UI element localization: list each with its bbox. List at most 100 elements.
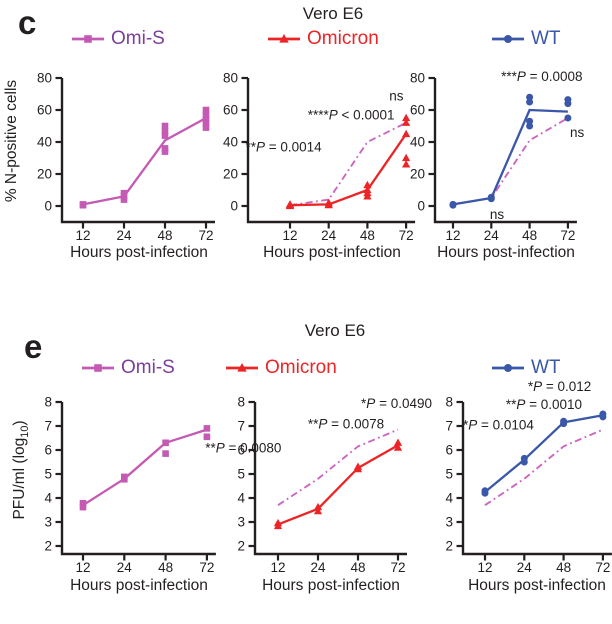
svg-text:***P = 0.0008: ***P = 0.0008 — [501, 69, 582, 84]
legend-omi-s-panel-e: Omi-S — [80, 357, 175, 379]
svg-text:60: 60 — [37, 103, 52, 118]
svg-text:ns: ns — [570, 125, 585, 140]
wt-legend-marker-icon — [492, 363, 524, 373]
svg-text:2: 2 — [44, 539, 52, 554]
svg-text:72: 72 — [390, 560, 405, 575]
panel-e-title: Vero E6 — [304, 321, 366, 340]
svg-text:7: 7 — [237, 419, 245, 434]
svg-text:72: 72 — [399, 228, 414, 243]
svg-text:40: 40 — [410, 135, 425, 150]
legend-omicron-panel-c: Omicron — [266, 28, 379, 50]
svg-text:12: 12 — [75, 228, 90, 243]
svg-text:12: 12 — [477, 560, 492, 575]
svg-text:3: 3 — [44, 515, 52, 530]
x-axis-title-c3: Hours post-infection — [437, 244, 575, 261]
legend-wt-panel-c: WT — [490, 28, 561, 50]
svg-text:8: 8 — [44, 395, 52, 410]
svg-text:4: 4 — [237, 491, 245, 506]
legend-label-omicron: Omicron — [265, 357, 337, 378]
svg-text:0: 0 — [230, 199, 238, 214]
legend-label-omi-s: Omi-S — [121, 357, 175, 378]
omi-s-legend-marker-icon — [82, 364, 114, 372]
x-axis-title-e2: Hours post-infection — [262, 577, 400, 594]
legend-label-wt: WT — [531, 28, 561, 49]
svg-text:48: 48 — [158, 560, 173, 575]
x-axis-title-e1: Hours post-infection — [70, 577, 208, 594]
svg-text:12: 12 — [75, 560, 90, 575]
svg-text:2: 2 — [237, 539, 245, 554]
svg-text:6: 6 — [237, 443, 245, 458]
panel-letter-e: e — [24, 328, 43, 365]
chart-e-omi-s: 2 3 4 5 6 7 8 12 24 48 72 — [44, 395, 216, 575]
svg-text:24: 24 — [321, 228, 337, 243]
legend-label-wt: WT — [531, 357, 561, 378]
svg-text:8: 8 — [445, 395, 453, 410]
chart-c-omi-s: 0 20 40 60 80 12 24 48 72 — [37, 71, 215, 243]
chart-c-wt: 0 20 40 60 80 12 24 48 72 ***P = 0.0008 ns ns — [410, 69, 585, 243]
svg-text:0: 0 — [417, 199, 425, 214]
svg-text:**P = 0.0080: **P = 0.0080 — [205, 440, 281, 455]
svg-text:**P = 0.0014: **P = 0.0014 — [245, 140, 322, 155]
svg-text:12: 12 — [445, 228, 460, 243]
svg-text:24: 24 — [517, 560, 533, 575]
svg-text:2: 2 — [445, 539, 453, 554]
wt-legend-marker-icon — [492, 34, 524, 44]
svg-text:80: 80 — [410, 71, 425, 86]
svg-text:3: 3 — [445, 515, 453, 530]
svg-text:12: 12 — [282, 228, 297, 243]
chart-c-omicron: 0 20 40 60 80 12 24 48 72 ****P < 0.0001 **P = 0.0… — [223, 71, 416, 243]
svg-text:48: 48 — [522, 228, 537, 243]
svg-text:40: 40 — [37, 135, 52, 150]
x-axis-title-c2: Hours post-infection — [263, 244, 401, 261]
svg-text:0: 0 — [44, 199, 52, 214]
svg-text:60: 60 — [223, 103, 238, 118]
panel-c-title: Vero E6 — [302, 4, 364, 23]
svg-text:24: 24 — [117, 560, 133, 575]
svg-text:60: 60 — [410, 103, 425, 118]
svg-text:ns: ns — [389, 88, 404, 103]
legend-label-omi-s: Omi-S — [111, 28, 165, 49]
chart-e-wt: 2 3 4 5 6 7 8 12 24 48 72 *P = 0.012 **P = 0.0010 *P … — [445, 380, 612, 575]
legend-wt-panel-e: WT — [490, 357, 561, 379]
svg-text:*P = 0.0490: *P = 0.0490 — [361, 396, 432, 411]
svg-text:24: 24 — [116, 228, 132, 243]
svg-text:12: 12 — [270, 560, 285, 575]
svg-text:5: 5 — [445, 467, 453, 482]
svg-text:4: 4 — [445, 491, 453, 506]
svg-text:6: 6 — [445, 443, 453, 458]
svg-text:*P = 0.012: *P = 0.012 — [528, 380, 591, 394]
svg-text:****P < 0.0001: ****P < 0.0001 — [308, 108, 395, 123]
svg-text:48: 48 — [556, 560, 571, 575]
legend-omi-s-panel-c: Omi-S — [70, 28, 165, 50]
svg-text:24: 24 — [310, 560, 326, 575]
svg-text:8: 8 — [237, 395, 245, 410]
omi-s-legend-marker-icon — [72, 35, 104, 43]
svg-text:72: 72 — [595, 560, 610, 575]
svg-text:ns: ns — [490, 207, 505, 222]
x-axis-title-e3: Hours post-infection — [468, 577, 606, 594]
x-axis-title-c1: Hours post-infection — [70, 244, 208, 261]
omicron-legend-marker-icon — [226, 363, 258, 372]
svg-text:5: 5 — [237, 467, 245, 482]
svg-text:48: 48 — [350, 560, 365, 575]
svg-text:48: 48 — [157, 228, 172, 243]
svg-text:80: 80 — [37, 71, 52, 86]
svg-text:6: 6 — [44, 443, 52, 458]
legend-label-omicron: Omicron — [307, 28, 379, 49]
svg-text:48: 48 — [360, 228, 375, 243]
panel-letter-c: c — [18, 4, 37, 41]
svg-text:20: 20 — [37, 167, 52, 182]
legend-omicron-panel-e: Omicron — [224, 357, 337, 379]
svg-text:5: 5 — [44, 467, 52, 482]
svg-text:7: 7 — [445, 419, 453, 434]
svg-text:80: 80 — [223, 71, 238, 86]
svg-text:24: 24 — [484, 228, 500, 243]
chart-e-omicron: 2 3 4 5 6 7 8 12 24 48 72 *P = 0.0490 **P = 0.0078 **… — [205, 395, 432, 575]
svg-text:*P = 0.0104: *P = 0.0104 — [463, 418, 534, 433]
svg-text:20: 20 — [223, 167, 238, 182]
svg-text:72: 72 — [560, 228, 575, 243]
svg-text:72: 72 — [199, 560, 214, 575]
svg-text:3: 3 — [237, 515, 245, 530]
omicron-legend-marker-icon — [268, 34, 300, 43]
